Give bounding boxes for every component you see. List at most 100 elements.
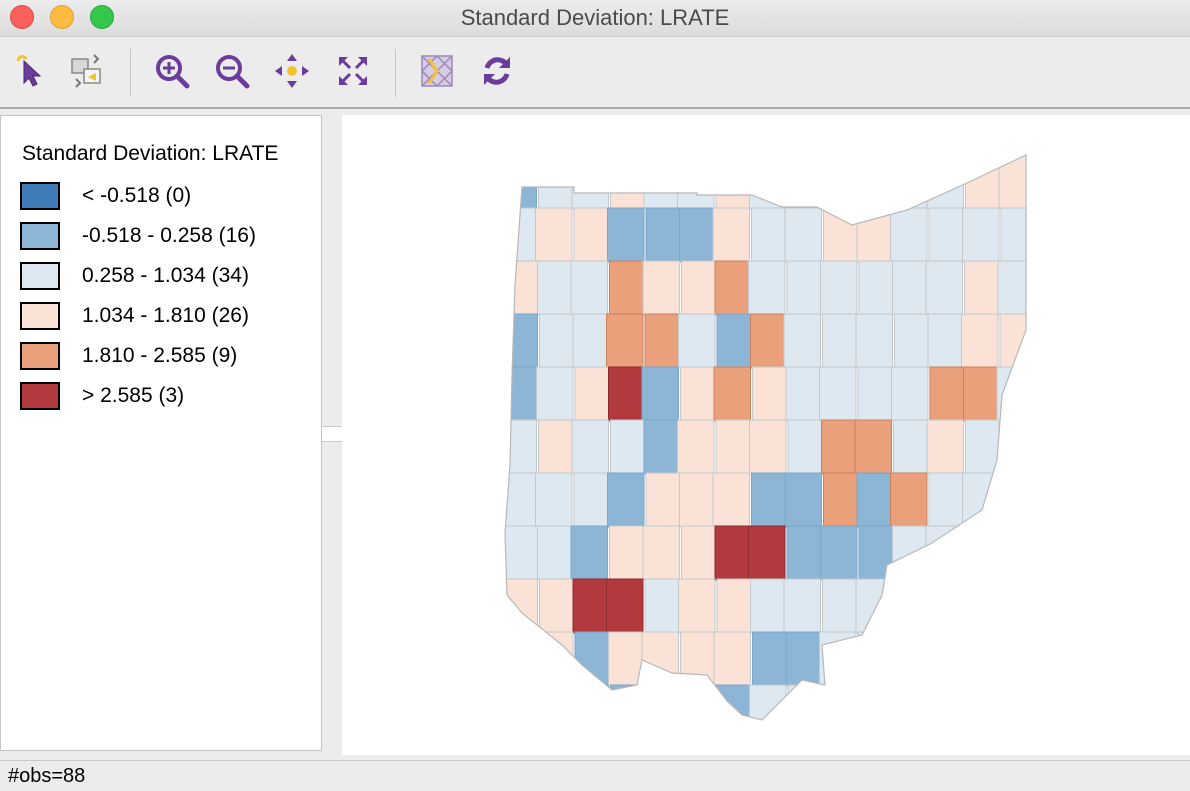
county[interactable] [503,366,540,422]
county[interactable] [997,525,1035,581]
county[interactable] [680,366,718,422]
county[interactable] [998,419,1036,475]
county[interactable] [538,684,576,739]
county[interactable] [641,366,679,422]
county[interactable] [504,260,541,316]
county[interactable] [963,366,1001,422]
county[interactable] [712,472,750,528]
county[interactable] [643,419,681,475]
county[interactable] [643,155,681,210]
county[interactable] [926,155,964,210]
county[interactable] [823,472,861,528]
county[interactable] [821,419,859,475]
county[interactable] [822,578,860,634]
county[interactable] [783,313,821,369]
county[interactable] [857,631,895,687]
county[interactable] [819,366,857,422]
county[interactable] [823,207,861,263]
county[interactable] [714,260,752,316]
county[interactable] [714,525,752,581]
county[interactable] [858,260,896,316]
county[interactable] [751,207,789,263]
county[interactable] [500,684,537,739]
county[interactable] [535,472,573,528]
county[interactable] [643,684,681,739]
county[interactable] [854,684,892,739]
county[interactable] [679,472,717,528]
county[interactable] [570,260,608,316]
county[interactable] [572,578,610,634]
full-extent-button[interactable] [333,51,373,91]
county[interactable] [929,631,967,687]
county[interactable] [927,313,965,369]
county[interactable] [716,313,754,369]
county[interactable] [961,313,999,369]
pan-button[interactable] [272,51,312,91]
county[interactable] [962,207,1000,263]
county[interactable] [608,366,646,422]
county[interactable] [787,419,825,475]
county[interactable] [748,260,786,316]
select-tool-button[interactable] [10,51,50,91]
county[interactable] [854,419,892,475]
zoom-out-button[interactable] [212,51,252,91]
county[interactable] [856,207,894,263]
county[interactable] [607,472,645,528]
county[interactable] [749,419,787,475]
county[interactable] [750,313,788,369]
county[interactable] [677,155,715,210]
county[interactable] [571,155,609,210]
county[interactable] [998,155,1036,210]
county[interactable] [786,525,824,581]
county[interactable] [893,155,931,210]
county[interactable] [999,313,1037,369]
county[interactable] [713,631,751,687]
county[interactable] [644,578,682,634]
county[interactable] [964,260,1002,316]
county[interactable] [503,631,540,687]
county[interactable] [712,207,750,263]
county[interactable] [822,313,860,369]
county[interactable] [537,525,575,581]
county[interactable] [997,260,1035,316]
county[interactable] [1000,472,1038,528]
county[interactable] [748,525,786,581]
county[interactable] [500,155,537,210]
county[interactable] [609,525,647,581]
county[interactable] [641,631,679,687]
county[interactable] [538,155,576,210]
county[interactable] [572,313,610,369]
county[interactable] [893,684,931,739]
county[interactable] [784,207,822,263]
county[interactable] [715,419,753,475]
county[interactable] [855,578,893,634]
county[interactable] [961,578,999,634]
county[interactable] [752,366,790,422]
county[interactable] [857,366,895,422]
county[interactable] [606,578,644,634]
county[interactable] [504,525,541,581]
county[interactable] [536,366,574,422]
county[interactable] [928,472,966,528]
county[interactable] [893,419,931,475]
county[interactable] [963,631,1001,687]
county[interactable] [609,260,647,316]
county[interactable] [679,207,717,263]
county[interactable] [999,578,1037,634]
county[interactable] [998,684,1036,739]
county[interactable] [715,155,753,210]
county[interactable] [606,313,644,369]
county[interactable] [571,684,609,739]
county[interactable] [573,207,611,263]
county[interactable] [964,525,1002,581]
county[interactable] [713,366,751,422]
county[interactable] [1000,207,1038,263]
county[interactable] [570,525,608,581]
county[interactable] [610,419,648,475]
county[interactable] [787,155,825,210]
ohio-county-map[interactable] [342,115,1190,755]
zoom-in-button[interactable] [152,51,192,91]
county[interactable] [891,366,929,422]
county[interactable] [750,578,788,634]
county[interactable] [890,207,928,263]
